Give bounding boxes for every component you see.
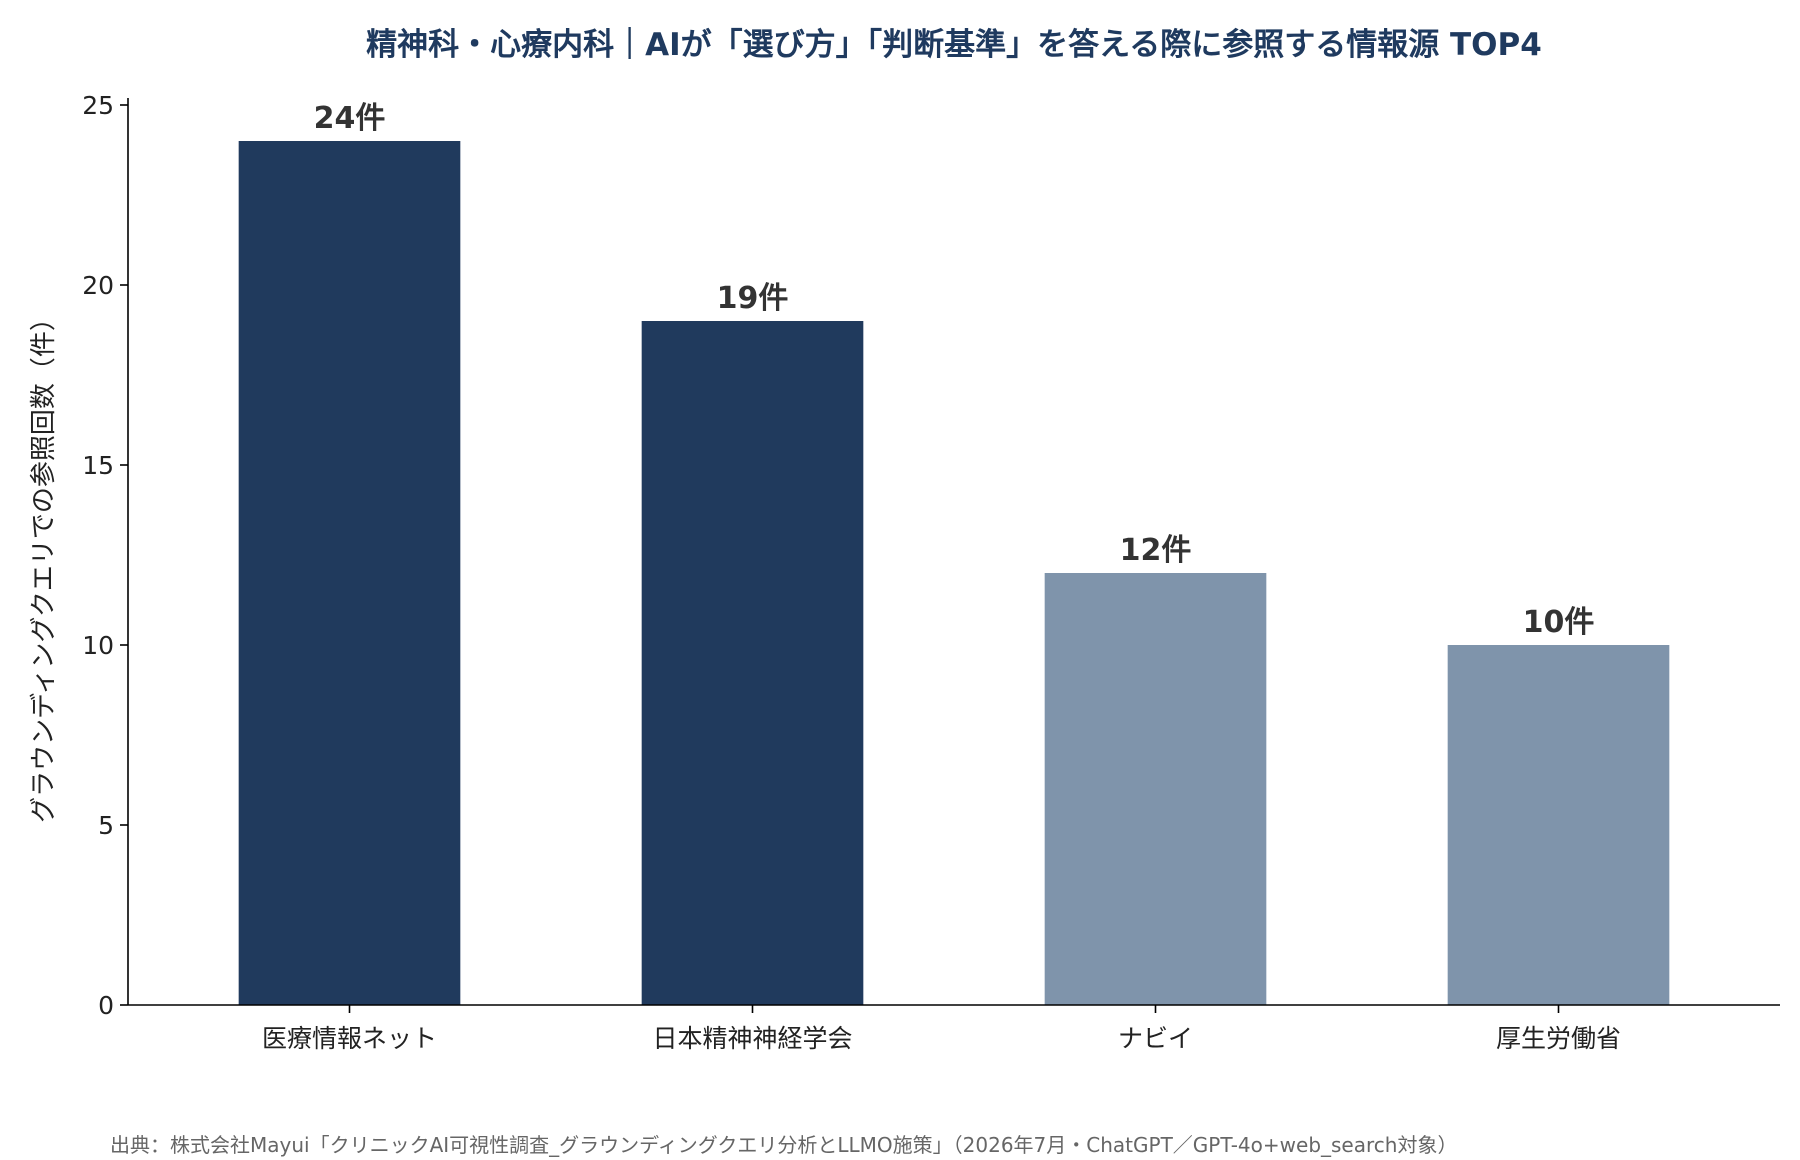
bar xyxy=(641,321,864,1005)
y-axis-ticks: 0 5 10 15 20 25 xyxy=(82,91,128,1020)
chart-title: 精神科・心療内科｜AIが「選び方」「判断基準」を答える際に参照する情報源 TOP… xyxy=(366,27,1542,63)
data-label: 19件 xyxy=(717,281,789,316)
x-tick-label: ナビイ xyxy=(1118,1024,1193,1053)
y-tick-label: 20 xyxy=(82,271,114,300)
bars: 24件 19件 12件 10件 xyxy=(238,101,1670,1005)
data-label: 12件 xyxy=(1120,533,1192,568)
data-label: 10件 xyxy=(1523,605,1595,640)
data-label: 24件 xyxy=(314,101,386,136)
y-tick-label: 0 xyxy=(98,991,114,1020)
y-tick-label: 10 xyxy=(82,631,114,660)
bar xyxy=(1044,573,1267,1005)
x-tick-label: 厚生労働省 xyxy=(1496,1024,1621,1053)
bar xyxy=(1447,645,1670,1005)
bar xyxy=(238,141,461,1005)
y-axis-label: グラウンディングクエリでの参照回数（件） xyxy=(29,305,59,823)
x-axis-ticks: 医療情報ネット 日本精神神経学会 ナビイ 厚生労働省 xyxy=(262,1005,1621,1053)
y-tick-label: 5 xyxy=(98,811,114,840)
y-tick-label: 15 xyxy=(82,451,114,480)
source-note: 出典：株式会社Mayui「クリニックAI可視性調査_グラウンディングクエリ分析と… xyxy=(110,1133,1457,1157)
x-tick-label: 日本精神神経学会 xyxy=(652,1024,852,1053)
x-tick-label: 医療情報ネット xyxy=(262,1024,437,1053)
y-tick-label: 25 xyxy=(82,91,114,120)
